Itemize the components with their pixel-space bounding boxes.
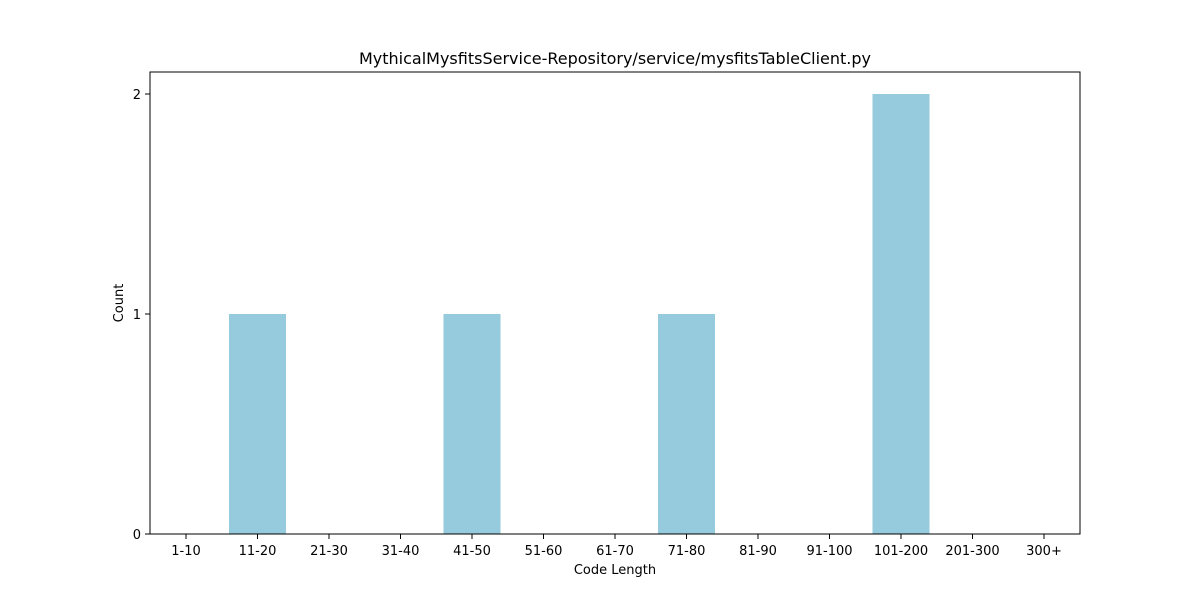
bars-layer bbox=[229, 94, 930, 534]
bar-101-200 bbox=[872, 94, 930, 534]
x-tick-label: 1-10 bbox=[171, 544, 201, 559]
y-tick-label: 2 bbox=[133, 88, 141, 103]
x-tick-label: 21-30 bbox=[310, 544, 348, 559]
x-axis: 1-10 11-20 21-30 31-40 41-50 51-60 61-70 71-80 8… bbox=[171, 534, 1062, 559]
y-tick-label: 1 bbox=[133, 308, 141, 323]
x-axis-label: Code Length bbox=[574, 563, 656, 578]
y-tick-label: 0 bbox=[133, 528, 141, 543]
x-tick-label: 81-90 bbox=[739, 544, 777, 559]
x-tick-label: 11-20 bbox=[239, 544, 277, 559]
x-tick-label: 300+ bbox=[1026, 544, 1062, 559]
x-tick-label: 101-200 bbox=[874, 544, 928, 559]
bar-11-20 bbox=[229, 314, 286, 534]
x-tick-label: 31-40 bbox=[382, 544, 420, 559]
x-tick-label: 41-50 bbox=[453, 544, 491, 559]
plot-frame bbox=[149, 71, 1081, 535]
x-tick-label: 61-70 bbox=[596, 544, 634, 559]
bar-71-80 bbox=[658, 314, 715, 534]
x-tick-label: 71-80 bbox=[668, 544, 706, 559]
x-tick-label: 91-100 bbox=[806, 544, 852, 559]
x-tick-label: 51-60 bbox=[525, 544, 563, 559]
y-axis: 0 1 2 bbox=[133, 88, 150, 543]
chart-title: MythicalMysfitsService-Repository/servic… bbox=[359, 49, 871, 68]
bar-41-50 bbox=[443, 314, 501, 534]
x-tick-label: 201-300 bbox=[945, 544, 999, 559]
y-axis-label: Count bbox=[112, 284, 127, 323]
